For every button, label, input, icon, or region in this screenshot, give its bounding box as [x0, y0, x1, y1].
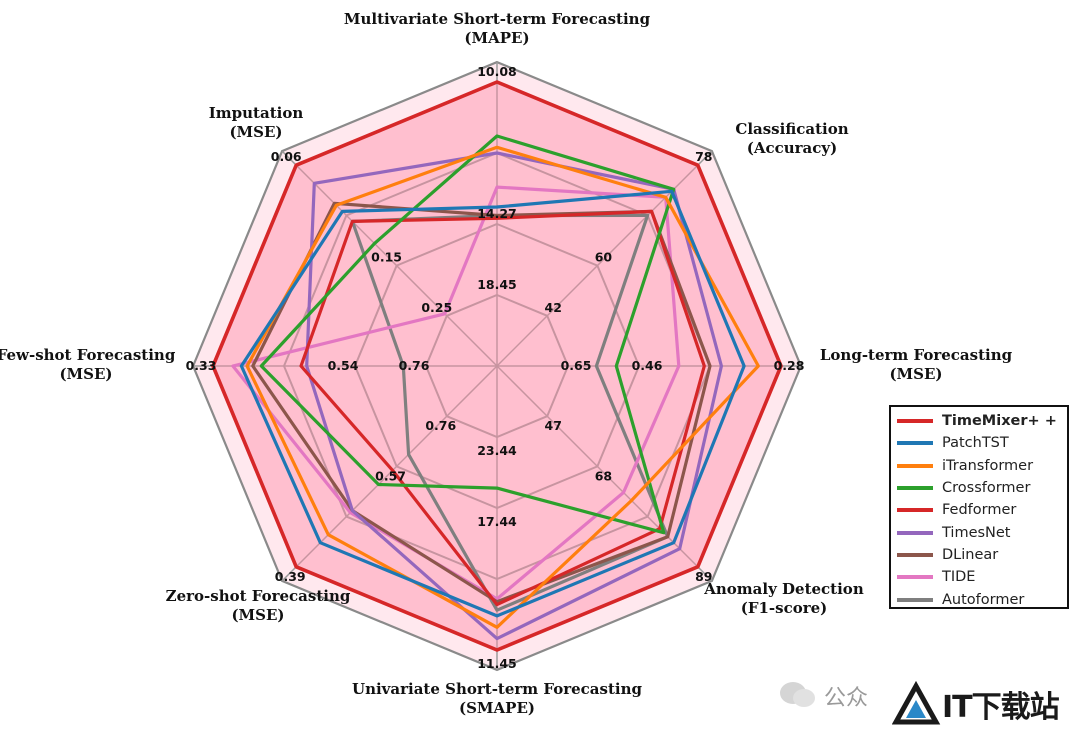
- series-fill: [213, 82, 781, 650]
- series-line: [350, 213, 670, 612]
- legend-swatch: [897, 463, 933, 468]
- tick-label: 0.33: [186, 358, 217, 373]
- legend-label: Autoformer: [942, 591, 1025, 608]
- legend-item: Crossformer: [897, 477, 1067, 499]
- tick-label: 68: [595, 468, 612, 483]
- tick-label: 47: [545, 418, 562, 433]
- tick-label: 10.08: [477, 64, 517, 79]
- axis-metric: (F1-score): [741, 599, 828, 617]
- tick-label: 0.28: [774, 358, 805, 373]
- series-line: [239, 189, 746, 618]
- axis-metric: (SMAPE): [459, 699, 535, 717]
- legend-item: TimesNet: [897, 521, 1067, 543]
- axis-metric: (MAPE): [464, 29, 529, 47]
- axis-metric: (MSE): [231, 606, 284, 624]
- tick-label: 0.39: [275, 569, 306, 584]
- legend-item: PatchTST: [897, 432, 1067, 454]
- legend-swatch: [897, 552, 933, 557]
- grid-spoke: [496, 365, 713, 582]
- legend-label: Crossformer: [942, 480, 1031, 497]
- legend-item: DLinear: [897, 544, 1067, 566]
- tick-label: 0.46: [632, 358, 663, 373]
- tick-label: 0.76: [425, 418, 456, 433]
- legend-swatch: [897, 530, 933, 535]
- legend-item: Autoformer: [897, 588, 1067, 610]
- tick-label: 0.54: [328, 358, 359, 373]
- axis-title: Multivariate Short-term Forecasting: [344, 10, 651, 28]
- tick-label: 42: [545, 300, 562, 315]
- legend-item: TIDE: [897, 566, 1067, 588]
- legend-label: TimesNet: [942, 524, 1011, 541]
- series-line: [211, 80, 783, 652]
- axis-metric: (MSE): [889, 365, 942, 383]
- axis-title: Zero-shot Forecasting: [166, 587, 351, 605]
- legend-swatch: [897, 575, 933, 580]
- tick-label: 23.44: [477, 443, 517, 458]
- axis-title: Univariate Short-term Forecasting: [352, 680, 643, 698]
- tick-label: 78: [695, 149, 712, 164]
- tick-label: 0.57: [375, 468, 406, 483]
- legend-swatch: [897, 486, 933, 491]
- legend-item: iTransformer: [897, 455, 1067, 477]
- legend-label: Fedformer: [942, 502, 1017, 519]
- tick-label: 0.65: [561, 358, 592, 373]
- tick-label: 0.06: [271, 149, 302, 164]
- watermark: 公众 IT下载站: [778, 672, 1074, 728]
- legend-label: PatchTST: [942, 435, 1009, 452]
- series-line: [231, 185, 681, 601]
- grid-outer-ring: [191, 60, 803, 672]
- axis-metric: (MSE): [59, 365, 112, 383]
- legend-label: DLinear: [942, 546, 999, 563]
- legend-item: TimeMixer+ +: [897, 410, 1067, 432]
- tick-label: 0.15: [371, 250, 402, 265]
- axis-title: Long-term Forecasting: [820, 346, 1013, 364]
- legend-label: TimeMixer+ +: [942, 413, 1057, 430]
- tick-label: 0.25: [421, 300, 452, 315]
- series-line: [259, 134, 676, 535]
- grid-spoke: [496, 150, 713, 367]
- legend-label: TIDE: [942, 569, 976, 586]
- axis-metric: (MSE): [229, 123, 282, 141]
- watermark-text: 公众: [824, 686, 869, 711]
- grid-spoke: [281, 365, 498, 582]
- tick-label: 89: [695, 569, 712, 584]
- axis-title: Anomaly Detection: [703, 580, 864, 598]
- tick-label: 14.27: [477, 206, 517, 221]
- tick-label: 60: [595, 250, 613, 265]
- series-line: [299, 209, 706, 607]
- wechat-icon: [780, 682, 815, 707]
- axis-metric: (Accuracy): [747, 139, 837, 157]
- watermark-brand: IT下载站: [942, 690, 1060, 725]
- tick-label: 17.44: [477, 514, 517, 529]
- grid-spoke: [281, 150, 498, 367]
- it-logo-icon: [892, 680, 941, 725]
- axis-title: Classification: [735, 120, 848, 138]
- legend-item: Fedformer: [897, 499, 1067, 521]
- tick-label: 18.45: [477, 277, 517, 292]
- legend: TimeMixer+ + PatchTST iTransformer Crossfor…: [889, 405, 1069, 609]
- legend-swatch: [897, 419, 933, 424]
- legend-label: iTransformer: [942, 457, 1034, 474]
- legend-swatch: [897, 441, 933, 446]
- tick-label: 11.45: [477, 656, 517, 671]
- series-line: [305, 151, 724, 641]
- axis-title: Imputation: [209, 104, 304, 122]
- tick-label: 0.76: [399, 358, 430, 373]
- legend-swatch: [897, 508, 933, 513]
- legend-swatch: [897, 597, 933, 602]
- axis-title: Few-shot Forecasting: [0, 346, 176, 364]
